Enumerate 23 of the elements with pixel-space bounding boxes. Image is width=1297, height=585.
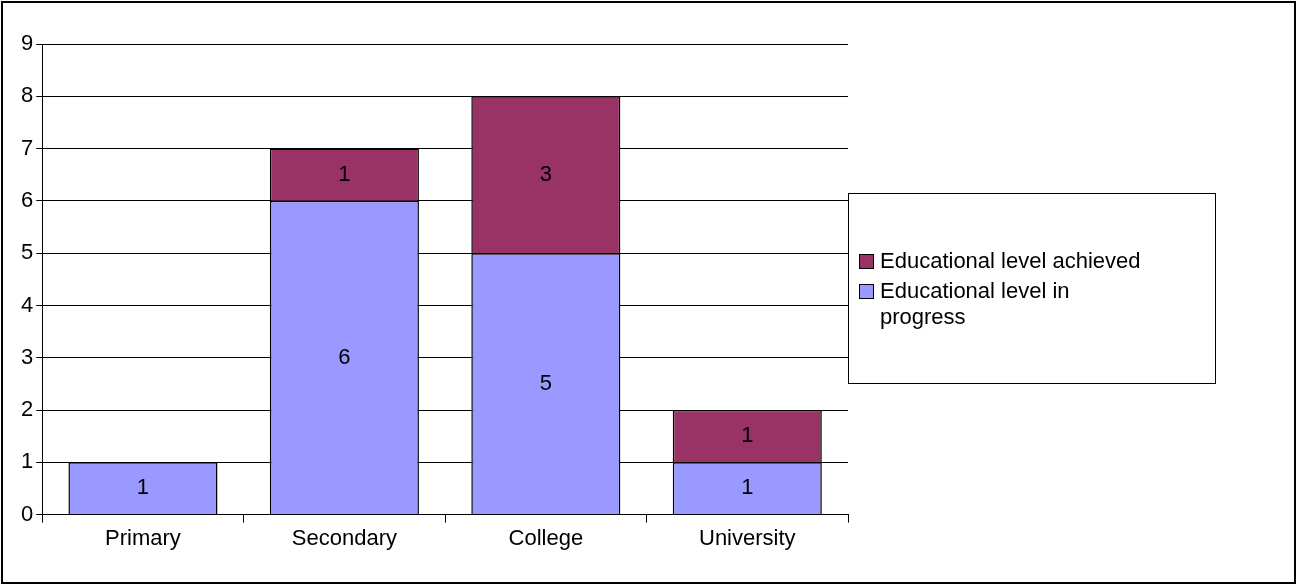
x-tick-label: Secondary — [291, 524, 397, 550]
y-tick-label: 8 — [20, 82, 34, 108]
y-tick-label: 3 — [20, 343, 34, 369]
y-tick-label: 5 — [20, 239, 34, 265]
data-label: 1 — [741, 422, 754, 448]
legend-label: Educational level in progress — [880, 277, 1071, 330]
y-tick-label: 0 — [20, 500, 34, 526]
x-tick-label: University — [698, 524, 796, 550]
data-label: 3 — [539, 160, 552, 186]
data-label: 5 — [539, 369, 552, 395]
data-label: 1 — [338, 160, 351, 186]
y-tick-label: 4 — [20, 291, 34, 317]
x-tick-label: College — [508, 524, 584, 550]
legend-label: Educational level achieved — [880, 247, 1142, 274]
data-label: 1 — [741, 474, 754, 500]
data-label: 6 — [338, 343, 351, 369]
y-tick-label: 2 — [20, 396, 34, 422]
y-tick-label: 7 — [20, 134, 34, 160]
x-tick-label: Primary — [105, 524, 181, 550]
y-tick-label: 9 — [20, 30, 34, 56]
y-tick-label: 1 — [20, 448, 34, 474]
data-label: 1 — [136, 474, 150, 500]
y-tick-label: 6 — [20, 186, 34, 212]
